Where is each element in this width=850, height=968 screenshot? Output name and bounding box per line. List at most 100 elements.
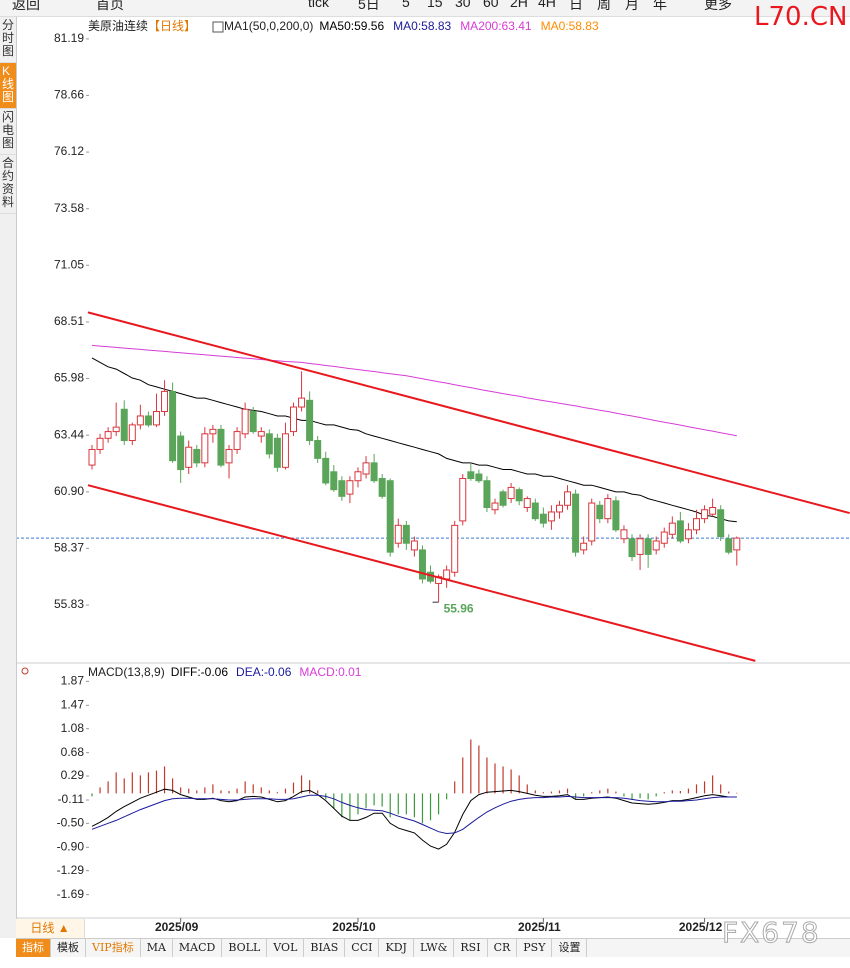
y-tick-label: 1.87 <box>61 674 85 688</box>
candle-body <box>539 513 547 524</box>
indicator-tab[interactable]: VIP指标 <box>86 939 141 957</box>
x-tick-label: 2025/11 <box>518 920 561 934</box>
candle-body <box>112 426 120 433</box>
candle-body <box>346 480 354 495</box>
candle-body <box>330 471 338 491</box>
candle-body <box>96 437 104 450</box>
candle-body <box>555 504 563 513</box>
indicator-tab[interactable]: BOLL <box>222 939 268 957</box>
candle-body <box>241 408 249 435</box>
toolbar-button[interactable]: 月 <box>625 0 639 12</box>
candle-body <box>451 524 459 573</box>
y-tick-label: 78.66 <box>54 88 84 102</box>
candle-body <box>418 549 426 580</box>
candle-body <box>362 462 370 475</box>
sidebar-tab[interactable]: 闪电图 <box>0 109 16 155</box>
candle-body <box>483 480 491 509</box>
candle-body <box>588 502 596 542</box>
toolbar-button[interactable]: 日 <box>569 0 583 12</box>
toolbar-button[interactable]: tick <box>308 0 329 10</box>
indicator-tab[interactable]: CR <box>488 939 518 957</box>
sidebar-tab[interactable]: 分时图 <box>0 17 16 63</box>
candle-body <box>290 406 297 433</box>
watermark: L70.CN <box>754 2 848 32</box>
y-tick-label: 1.08 <box>61 721 85 735</box>
y-tick-label: 0.29 <box>61 768 85 782</box>
toolbar-button[interactable]: 5日 <box>358 0 380 12</box>
candle-body <box>733 537 741 551</box>
candle-body <box>515 489 523 502</box>
y-tick-label: 58.37 <box>54 541 84 555</box>
indicator-tab[interactable]: VOL <box>267 939 305 957</box>
toolbar-button[interactable]: 4H <box>538 0 556 10</box>
candle-body <box>209 428 217 435</box>
macd-line <box>91 794 737 835</box>
legend-entry: MA0:58.83 <box>393 19 451 33</box>
indicator-tab[interactable]: PSY <box>517 939 553 957</box>
indicator-tab[interactable]: KDJ <box>379 939 414 957</box>
toolbar-button[interactable]: 15 <box>427 0 443 10</box>
toolbar-button[interactable]: 年 <box>653 0 667 12</box>
y-tick-label: 63.44 <box>54 427 84 441</box>
period-button[interactable]: 日线 ▲ <box>16 919 85 938</box>
chart-title: 美原油连续 <box>88 18 148 33</box>
toolbar-button[interactable]: 30 <box>455 0 471 10</box>
y-tick-label: 60.90 <box>54 484 84 498</box>
candle-body <box>410 540 418 551</box>
indicator-tab[interactable]: 设置 <box>552 939 588 957</box>
candle-body <box>338 480 346 497</box>
indicator-tab[interactable]: LW& <box>414 939 455 957</box>
toolbar-button[interactable]: 5 <box>402 0 410 10</box>
y-tick-label: -1.29 <box>57 863 85 877</box>
y-tick-label: -1.69 <box>57 887 85 901</box>
candle-body <box>402 524 410 544</box>
indicator-tab[interactable]: MA <box>141 939 173 957</box>
toolbar-button[interactable]: 周 <box>597 0 611 12</box>
indicator-tab[interactable]: BIAS <box>304 939 346 957</box>
candle-body <box>459 477 467 522</box>
candle-body <box>676 520 684 542</box>
legend-title: MACD(13,8,9) <box>88 665 165 679</box>
candle-body <box>547 511 555 522</box>
indicator-tab[interactable]: 模板 <box>51 939 86 957</box>
x-tick-label: 2025/09 <box>155 920 199 934</box>
legend-icon <box>212 21 224 33</box>
toolbar-button[interactable]: 2H <box>510 0 528 10</box>
toolbar-button[interactable]: 首页 <box>96 0 124 12</box>
candle-body <box>354 471 362 482</box>
candle-body <box>136 415 144 426</box>
sidebar-tab[interactable]: K线图 <box>0 63 16 109</box>
candle-body <box>161 390 169 413</box>
indicator-tab[interactable]: RSI <box>454 939 488 957</box>
toolbar-button[interactable]: 更多 <box>704 0 732 12</box>
legend-entry: MA50:59.56 <box>319 19 384 33</box>
indicator-tab[interactable]: MACD <box>173 939 223 957</box>
toolbar-button[interactable]: 返回 <box>12 0 40 12</box>
candle-body <box>717 509 725 538</box>
y-tick-label: -0.90 <box>57 839 85 853</box>
candle-body <box>572 493 580 553</box>
candle-body <box>531 502 539 520</box>
sidebar-tab[interactable]: 合约资料 <box>0 155 16 214</box>
indicator-tab[interactable]: 指标 <box>16 939 51 957</box>
sidebar: 分时图 K线图 闪电图 合约资料 <box>0 17 17 938</box>
y-tick-label: 81.19 <box>54 31 84 45</box>
candle-body <box>128 424 136 442</box>
candle-body <box>88 448 96 466</box>
low-label: 55.96 <box>444 601 474 615</box>
settings-icon[interactable] <box>21 667 29 675</box>
indicator-tab[interactable]: CCI <box>345 939 380 957</box>
toolbar-button[interactable]: 60 <box>483 0 499 10</box>
y-tick-label: 65.98 <box>54 371 84 385</box>
candle-body <box>144 415 152 426</box>
y-tick-label: -0.11 <box>58 792 85 806</box>
candle-body <box>386 480 394 553</box>
candle-body <box>177 435 185 471</box>
candle-body <box>564 491 572 506</box>
candle-body <box>378 477 386 497</box>
chart-background <box>16 17 850 938</box>
candle-body <box>701 509 709 520</box>
candle-body <box>169 390 177 462</box>
candle-body <box>684 529 692 540</box>
candle-body <box>322 457 330 484</box>
